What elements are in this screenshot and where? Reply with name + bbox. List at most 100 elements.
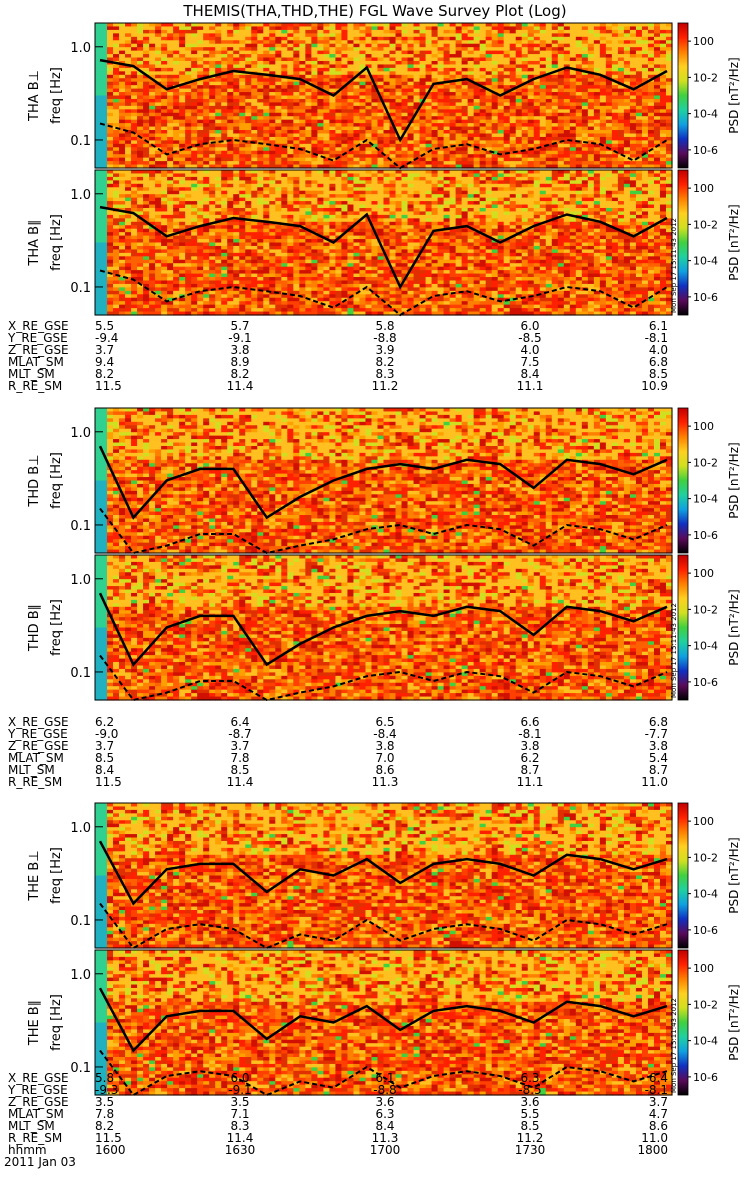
spectrogram-cell <box>462 82 469 86</box>
spectrogram-cell <box>185 140 192 144</box>
spectrogram-cell <box>450 58 457 62</box>
spectrogram-cell <box>408 99 415 103</box>
spectrogram-cell <box>377 47 384 51</box>
spectrogram-cell <box>137 40 144 44</box>
spectrogram-cell <box>299 68 306 72</box>
spectrogram-cell <box>317 33 324 37</box>
spectrogram-cell <box>251 68 258 72</box>
spectrogram-cell <box>299 151 306 155</box>
spectrogram-cell <box>468 137 475 141</box>
spectrogram-cell <box>257 99 264 103</box>
spectrogram-cell <box>432 51 439 55</box>
spectrogram-cell <box>444 33 451 37</box>
spectrogram-cell <box>317 58 324 62</box>
spectrogram-cell <box>125 58 132 62</box>
spectrogram-cell <box>161 23 168 27</box>
spectrogram-cell <box>239 64 246 68</box>
spectrogram-cell <box>155 133 162 137</box>
spectrogram-cell <box>179 44 186 48</box>
spectrogram-cell <box>185 89 192 93</box>
spectrogram-cell <box>125 102 132 106</box>
spectrogram-cell <box>293 140 300 144</box>
spectrogram-cell <box>197 154 204 158</box>
spectrogram-cell <box>329 68 336 72</box>
spectrogram-cell <box>281 47 288 51</box>
spectrogram-cell <box>329 82 336 86</box>
spectrogram-cell <box>263 61 270 65</box>
spectrogram-cell <box>353 68 360 72</box>
spectrogram-cell <box>444 140 451 144</box>
spectrogram-cell <box>323 140 330 144</box>
spectrogram-cell <box>462 23 469 27</box>
spectrogram-cell <box>317 61 324 65</box>
spectrogram-cell <box>215 89 222 93</box>
spectrogram-cell <box>384 137 391 141</box>
spectrogram-cell <box>143 54 150 58</box>
spectrogram-cell <box>245 54 252 58</box>
spectrogram-cell <box>305 158 312 162</box>
spectrogram-cell <box>269 130 276 134</box>
spectrogram-cell <box>197 123 204 127</box>
spectrogram-cell <box>438 75 445 79</box>
spectrogram-cell <box>257 116 264 120</box>
spectrogram-cell <box>341 116 348 120</box>
spectrogram-cell <box>221 109 228 113</box>
spectrogram-cell <box>329 123 336 127</box>
spectrogram-cell <box>215 61 222 65</box>
spectrogram-cell <box>149 54 156 58</box>
spectrogram-cell <box>420 58 427 62</box>
spectrogram-cell <box>221 37 228 41</box>
spectrogram-cell <box>143 92 150 96</box>
spectrogram-cell <box>227 85 234 89</box>
spectrogram-cell <box>347 58 354 62</box>
spectrogram-cell <box>245 161 252 165</box>
spectrogram-cell <box>414 61 421 65</box>
spectrogram-cell <box>245 26 252 30</box>
spectrogram-cell <box>233 113 240 117</box>
spectrogram-cell <box>209 113 216 117</box>
spectrogram-cell <box>287 30 294 34</box>
spectrogram-cell <box>323 26 330 30</box>
spectrogram-cell <box>347 30 354 34</box>
spectrogram-cell <box>287 44 294 48</box>
spectrogram-cell <box>426 109 433 113</box>
spectrogram-cell <box>438 71 445 75</box>
spectrogram-cell <box>179 26 186 30</box>
spectrogram-cell <box>462 64 469 68</box>
spectrogram-cell <box>311 109 318 113</box>
spectrogram-cell <box>209 82 216 86</box>
spectrogram-cell <box>245 89 252 93</box>
spectrogram-cell <box>281 140 288 144</box>
spectrogram-cell <box>377 106 384 110</box>
spectrogram-cell <box>173 120 180 124</box>
spectrogram-cell <box>311 23 318 27</box>
spectrogram-cell <box>414 75 421 79</box>
spectrogram-cell <box>119 51 126 55</box>
spectrogram-cell <box>299 23 306 27</box>
spectrogram-cell <box>468 23 475 27</box>
spectrogram-cell <box>408 133 415 137</box>
spectrogram-cell <box>323 64 330 68</box>
spectrogram-cell <box>119 151 126 155</box>
spectrogram-cell <box>468 54 475 58</box>
spectrogram-cell <box>323 123 330 127</box>
spectrogram-cell <box>215 85 222 89</box>
spectrogram-cell <box>359 23 366 27</box>
spectrogram-cell <box>311 130 318 134</box>
spectrogram-cell <box>161 144 168 148</box>
spectrogram-cell <box>450 92 457 96</box>
spectrogram-cell <box>396 140 403 144</box>
spectrogram-cell <box>462 154 469 158</box>
spectrogram-cell <box>101 151 108 155</box>
spectrogram-cell <box>281 54 288 58</box>
spectrogram-cell <box>197 23 204 27</box>
spectrogram-cell <box>155 61 162 65</box>
spectrogram-cell <box>155 47 162 51</box>
spectrogram-cell <box>149 109 156 113</box>
spectrogram-cell <box>329 144 336 148</box>
spectrogram-cell <box>275 61 282 65</box>
spectrogram-cell <box>203 102 210 106</box>
spectrogram-cell <box>462 44 469 48</box>
spectrogram-cell <box>191 89 198 93</box>
spectrogram-cell <box>414 33 421 37</box>
